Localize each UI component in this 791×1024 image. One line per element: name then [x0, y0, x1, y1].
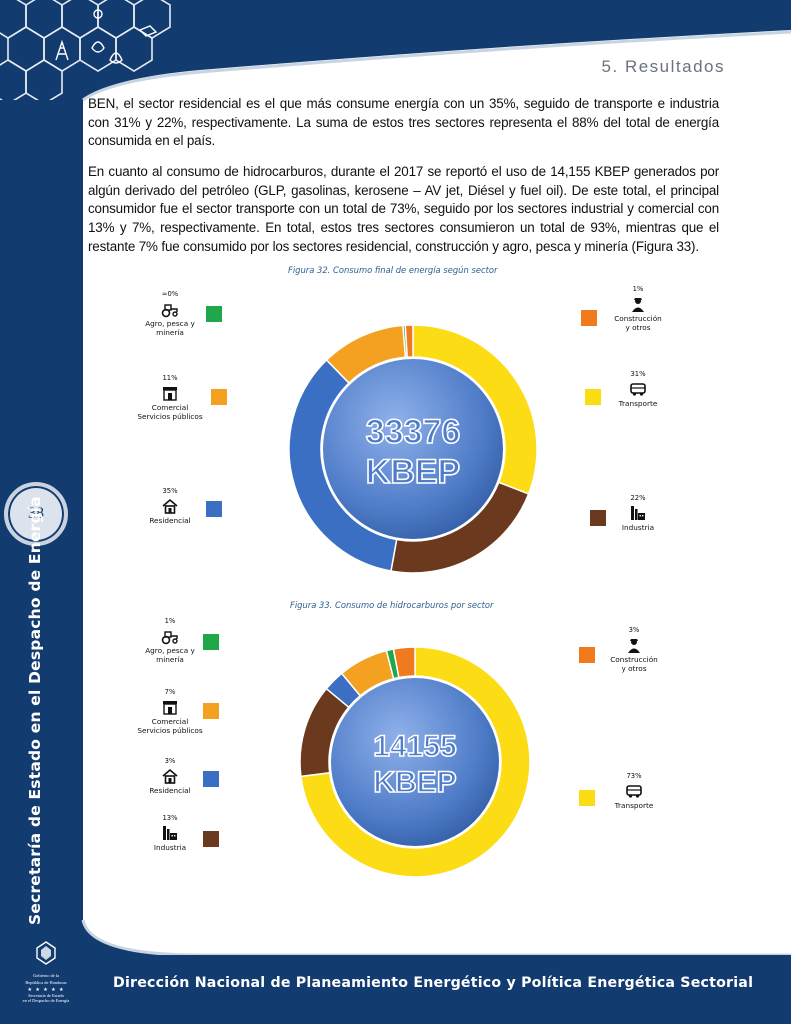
legend-swatch-transporte — [585, 389, 601, 405]
legend-swatch-construccion — [581, 310, 597, 326]
legend-label: minería — [156, 328, 184, 337]
legend-percentage: 22% — [630, 494, 646, 502]
legend-percentage: 3% — [164, 757, 176, 765]
legend-label: minería — [156, 655, 184, 664]
logo-line-4: en el Despacho de Energía — [22, 998, 70, 1003]
legend-percentage: 13% — [162, 814, 178, 822]
legend-label: Agro, pesca y — [145, 646, 195, 655]
section-title: 5. Resultados — [601, 57, 725, 76]
factory-icon — [631, 506, 645, 520]
legend-percentage: 1% — [164, 617, 176, 625]
legend-comercial: 11% Comercial Servicios públicos — [115, 374, 225, 421]
legend-comercial: 7% Comercial Servicios públicos — [115, 688, 225, 735]
bus-icon — [630, 383, 646, 396]
legend-swatch-residencial — [203, 771, 219, 787]
legend-industria: 22% Industria — [583, 494, 693, 532]
legend-swatch-residencial — [206, 501, 222, 517]
logo-stars: ★ ★ ★ ★ ★ — [27, 987, 65, 993]
legend-industria: 13% Industria — [115, 814, 225, 852]
slice-transporte — [300, 646, 531, 878]
center-unit: KBEP — [366, 453, 460, 491]
slice-construccion — [392, 646, 416, 679]
coat-of-arms-icon — [36, 941, 56, 965]
hexagon-pattern — [0, 0, 171, 100]
figure-33-caption: Figura 33. Consumo de hidrocarburos por … — [290, 600, 494, 610]
footer-text: Dirección Nacional de Planeamiento Energ… — [113, 975, 754, 991]
center-disc — [323, 359, 503, 539]
logo-line-2: República de Honduras — [25, 980, 67, 985]
house-icon — [162, 498, 178, 514]
body-paragraph-2: En cuanto al consumo de hidrocarburos, d… — [88, 164, 719, 254]
legend-percentage: ≈0% — [161, 290, 179, 298]
center-value: 14155 — [373, 730, 456, 763]
header-background — [0, 0, 791, 110]
legend-swatch-agro — [206, 306, 222, 322]
legend-swatch-industria — [590, 510, 606, 526]
legend-residencial: 3% Residencial — [115, 757, 225, 795]
tractor-icon — [161, 631, 178, 645]
logo-line-1: Gobierno de la — [32, 973, 60, 978]
slice-construccion — [404, 324, 414, 358]
store-icon — [163, 387, 177, 401]
legend-label: y otros — [621, 664, 647, 673]
legend-label: Construcción — [614, 314, 662, 323]
legend-percentage: 73% — [626, 772, 642, 780]
legend-percentage: 11% — [162, 374, 178, 382]
legend-label: Comercial — [151, 403, 189, 412]
legend-percentage: 31% — [630, 370, 646, 378]
worker-icon — [632, 298, 644, 312]
figure-32-caption: Figura 32. Consumo final de energía segú… — [288, 265, 498, 275]
legend-construccion: 1% Construcción y otros — [583, 285, 693, 332]
legend-agro: 1% Agro, pesca y minería — [115, 617, 225, 664]
factory-icon — [163, 826, 177, 840]
legend-percentage: 35% — [162, 487, 178, 495]
body-paragraph-1: BEN, el sector residencial es el que más… — [88, 96, 719, 149]
legend-construccion: 3% Construcción y otros — [579, 626, 689, 673]
legend-swatch-industria — [203, 831, 219, 847]
logo-line-3: Secretaría de Estado — [28, 993, 64, 998]
legend-transporte: 31% Transporte — [583, 370, 693, 408]
legend-agro: ≈0% Agro, pesca y minería — [115, 290, 225, 337]
legend-label: Construcción — [610, 655, 658, 664]
legend-label: Servicios públicos — [137, 726, 203, 735]
legend-label: Comercial — [151, 717, 189, 726]
legend-percentage: 7% — [164, 688, 176, 696]
legend-label: Residencial — [149, 516, 191, 525]
legend-transporte: 73% Transporte — [579, 772, 689, 810]
store-icon — [163, 701, 177, 715]
legend-swatch-comercial — [203, 703, 219, 719]
legend-label: Transporte — [618, 399, 658, 408]
house-icon — [162, 768, 178, 784]
legend-label: Servicios públicos — [137, 412, 203, 421]
legend-percentage: 3% — [628, 626, 640, 634]
center-disc — [331, 678, 499, 846]
legend-label: y otros — [625, 323, 651, 332]
legend-swatch-construccion — [579, 647, 595, 663]
government-logo: Gobierno de la República de Honduras ★ ★… — [6, 940, 86, 1003]
page-number: 38 — [28, 505, 44, 522]
tractor-icon — [161, 304, 178, 318]
legend-swatch-agro — [203, 634, 219, 650]
legend-swatch-transporte — [579, 790, 595, 806]
footer-bar — [0, 955, 791, 1024]
legend-percentage: 1% — [632, 285, 644, 293]
worker-icon — [628, 639, 640, 653]
center-unit: KBEP — [373, 766, 456, 799]
legend-swatch-comercial — [211, 389, 227, 405]
legend-label: Agro, pesca y — [145, 319, 195, 328]
legend-label: Industria — [621, 523, 655, 532]
page-number-badge: 38 — [4, 482, 68, 546]
legend-label: Transporte — [614, 801, 654, 810]
legend-label: Residencial — [149, 786, 191, 795]
legend-residencial: 35% Residencial — [115, 487, 225, 525]
center-value: 33376 — [366, 413, 461, 451]
bus-icon — [626, 785, 642, 798]
legend-label: Industria — [153, 843, 187, 852]
